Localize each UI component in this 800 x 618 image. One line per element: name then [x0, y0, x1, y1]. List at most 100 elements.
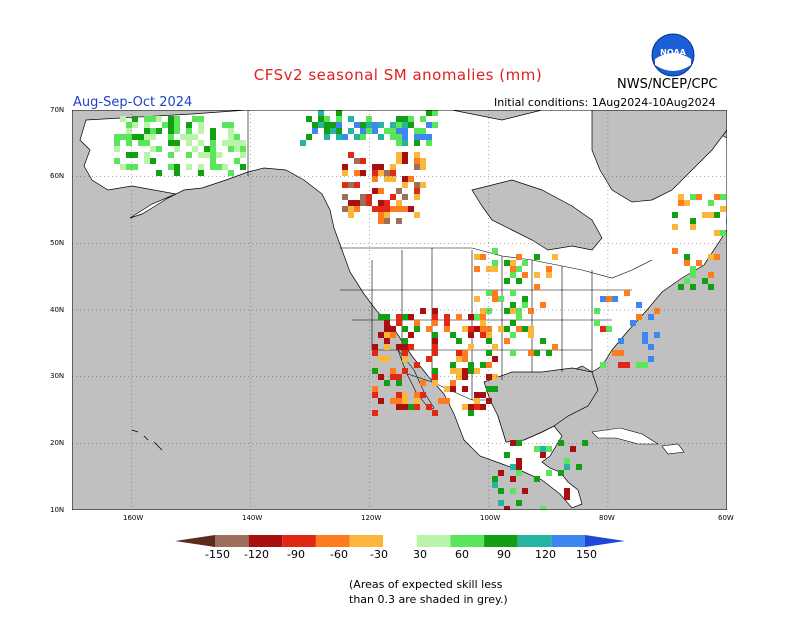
anomaly-cell — [396, 206, 402, 212]
anomaly-cell — [474, 296, 480, 302]
anomaly-cell — [492, 476, 498, 482]
anomaly-cell — [390, 134, 396, 140]
anomaly-cell — [144, 122, 150, 128]
anomaly-cell — [546, 272, 552, 278]
anomaly-cell — [198, 140, 204, 146]
anomaly-cell — [474, 254, 480, 260]
anomaly-cell — [504, 278, 510, 284]
anomaly-cell — [384, 170, 390, 176]
anomaly-cell — [216, 164, 222, 170]
anomaly-cell — [396, 188, 402, 194]
anomaly-cell — [486, 326, 492, 332]
anomaly-cell — [414, 152, 420, 158]
anomaly-cell — [144, 134, 150, 140]
anomaly-cell — [486, 266, 492, 272]
anomaly-cell — [444, 398, 450, 404]
anomaly-cell — [144, 116, 150, 122]
anomaly-cell — [402, 176, 408, 182]
anomaly-cell — [564, 488, 570, 494]
anomaly-cell — [384, 326, 390, 332]
anomaly-cell — [486, 398, 492, 404]
anomaly-cell — [156, 116, 162, 122]
anomaly-cell — [168, 164, 174, 170]
anomaly-cell — [186, 122, 192, 128]
anomaly-cell — [480, 308, 486, 314]
anomaly-cell — [384, 344, 390, 350]
anomaly-cell — [366, 116, 372, 122]
cuba — [591, 427, 660, 445]
anomaly-cell — [534, 476, 540, 482]
anomaly-cell — [168, 140, 174, 146]
anomaly-cell — [402, 158, 408, 164]
anomaly-cell — [522, 488, 528, 494]
anomaly-cell — [384, 380, 390, 386]
anomaly-cell — [510, 266, 516, 272]
anomaly-cell — [534, 284, 540, 290]
season-label: Aug-Sep-Oct 2024 — [73, 95, 193, 110]
anomaly-cell — [420, 158, 426, 164]
anomaly-cell — [426, 326, 432, 332]
anomaly-cell — [492, 482, 498, 488]
anomaly-cell — [354, 122, 360, 128]
anomaly-cell — [402, 134, 408, 140]
anomaly-cell — [414, 392, 420, 398]
anomaly-cell — [432, 338, 438, 344]
anomaly-cell — [114, 146, 120, 152]
anomaly-cell — [198, 164, 204, 170]
anomaly-cell — [342, 194, 348, 200]
anomaly-cell — [516, 326, 522, 332]
anomaly-cell — [432, 374, 438, 380]
colorbar-swatch — [517, 535, 552, 547]
anomaly-cell — [426, 140, 432, 146]
anomaly-cell — [414, 140, 420, 146]
anomaly-cell — [378, 170, 384, 176]
anomaly-cell — [408, 332, 414, 338]
anomaly-cell — [306, 134, 312, 140]
anomaly-cell — [240, 164, 246, 170]
anomaly-cell — [684, 260, 690, 266]
anomaly-cell — [480, 254, 486, 260]
anomaly-cell — [378, 374, 384, 380]
anomaly-cell — [714, 194, 720, 200]
anomaly-cell — [360, 200, 366, 206]
anomaly-cell — [348, 128, 354, 134]
anomaly-cell — [378, 356, 384, 362]
colorbar-tick: 150 — [576, 548, 597, 561]
anomaly-cell — [570, 446, 576, 452]
colorbar — [175, 533, 625, 563]
anomaly-cell — [462, 404, 468, 410]
anomaly-cell — [684, 254, 690, 260]
anomaly-cell — [390, 194, 396, 200]
lat-label: 70N — [50, 106, 65, 114]
anomaly-cell — [144, 152, 150, 158]
anomaly-cell — [120, 164, 126, 170]
anomaly-cell — [432, 368, 438, 374]
anomaly-cell — [594, 308, 600, 314]
anomaly-cell — [402, 368, 408, 374]
anomaly-cell — [426, 404, 432, 410]
anomaly-cell — [396, 398, 402, 404]
footnote-line: than 0.3 are shaded in grey.) — [349, 593, 508, 606]
anomaly-cell — [612, 350, 618, 356]
anomaly-cell — [372, 128, 378, 134]
anomaly-cell — [432, 344, 438, 350]
anomaly-cell — [432, 110, 438, 116]
anomaly-cell — [174, 146, 180, 152]
anomaly-cell — [414, 212, 420, 218]
anomaly-cell — [534, 254, 540, 260]
anomaly-cell — [378, 200, 384, 206]
map-title: CFSv2 seasonal SM anomalies (mm) — [253, 66, 543, 84]
anomaly-cell — [540, 452, 546, 458]
anomaly-cell — [468, 410, 474, 416]
anomaly-cell — [312, 128, 318, 134]
anomaly-cell — [492, 260, 498, 266]
anomaly-cell — [396, 218, 402, 224]
anomaly-cell — [462, 356, 468, 362]
anomaly-cell — [516, 266, 522, 272]
colorbar-swatch — [315, 535, 350, 547]
anomaly-cell — [222, 140, 228, 146]
footnote-line: (Areas of expected skill less — [349, 578, 503, 591]
anomaly-cell — [378, 188, 384, 194]
anomaly-cell — [432, 320, 438, 326]
colorbar-tick: -30 — [370, 548, 388, 561]
